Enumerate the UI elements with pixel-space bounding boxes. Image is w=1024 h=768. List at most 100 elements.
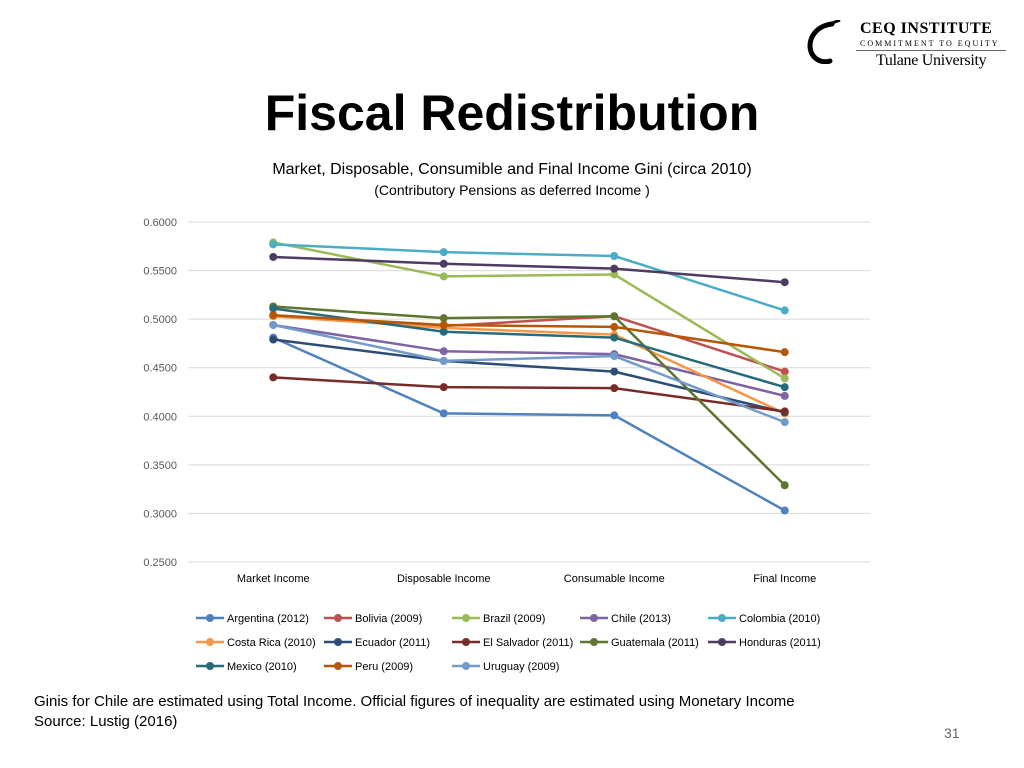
legend-item: Argentina (2012) (196, 613, 309, 625)
legend-item: El Salvador (2011) (452, 637, 573, 649)
series-line (273, 314, 786, 415)
legend-item: Guatemala (2011) (580, 637, 699, 649)
data-point (439, 327, 448, 336)
legend-swatch-marker (334, 614, 342, 622)
series-uruguay-2009 (269, 320, 789, 427)
legend-label: Colombia (2010) (739, 613, 820, 625)
ceq-tulane-logo: CEQ INSTITUTE COMMITMENT TO EQUITY Tulan… (804, 18, 1014, 74)
logo-commitment-to-equity: COMMITMENT TO EQUITY (860, 39, 1000, 48)
series-line (273, 314, 785, 354)
legend-label: El Salvador (2011) (483, 637, 573, 649)
chart-series (269, 238, 789, 515)
data-point (780, 306, 789, 315)
legend-swatch-marker (206, 614, 214, 622)
legend-swatch-marker (718, 614, 726, 622)
legend-swatch-marker (334, 638, 342, 646)
legend-swatch-marker (718, 638, 726, 646)
legend-label: Peru (2009) (355, 661, 413, 673)
slide-title: Fiscal Redistribution (264, 85, 760, 141)
data-point (610, 270, 619, 279)
data-point (780, 278, 789, 287)
series-peru-2009 (269, 311, 789, 357)
legend-swatch-marker (462, 662, 470, 670)
legend-label: Ecuador (2011) (355, 637, 430, 649)
data-point (610, 384, 619, 393)
footnote-chile-note: Ginis for Chile are estimated using Tota… (34, 693, 795, 710)
legend-label: Uruguay (2009) (483, 661, 559, 673)
data-point (269, 240, 278, 249)
data-point (610, 367, 619, 376)
legend-item: Ecuador (2011) (324, 637, 430, 649)
series-line (273, 305, 786, 487)
data-point (269, 311, 278, 320)
y-tick-label: 0.3000 (143, 508, 177, 520)
data-point (439, 383, 448, 392)
x-tick-label: Market Income (237, 573, 310, 585)
y-tick-label: 0.4500 (143, 363, 177, 375)
data-point (610, 411, 619, 420)
data-point (780, 348, 789, 357)
data-point (780, 407, 789, 416)
series-line (273, 338, 786, 414)
series-argentina-2012 (269, 333, 789, 515)
ceq-logo-mark-icon (807, 20, 841, 64)
data-point (610, 352, 619, 361)
series-honduras-2011 (269, 252, 789, 287)
data-point (269, 320, 278, 329)
legend-item: Bolivia (2009) (324, 613, 422, 625)
data-point (610, 312, 619, 321)
data-point (439, 409, 448, 418)
data-point (780, 481, 789, 490)
chart-legend: Argentina (2012) Bolivia (2009) Brazil (20… (196, 613, 821, 673)
legend-swatch-marker (206, 662, 214, 670)
legend-swatch-marker (590, 638, 598, 646)
legend-item: Brazil (2009) (452, 613, 545, 625)
legend-item: Chile (2013) (580, 613, 671, 625)
y-tick-label: 0.4000 (143, 411, 177, 423)
series-line (273, 243, 786, 312)
legend-label: Chile (2013) (611, 613, 671, 625)
legend-item: Mexico (2010) (196, 661, 297, 673)
legend-label: Mexico (2010) (227, 661, 297, 673)
data-point (780, 383, 789, 392)
page-number: 31 (944, 725, 960, 741)
data-point (610, 333, 619, 342)
legend-label: Honduras (2011) (739, 637, 821, 649)
legend-item: Costa Rica (2010) (196, 637, 316, 649)
legend-item: Uruguay (2009) (452, 661, 559, 673)
legend-swatch-marker (462, 614, 470, 622)
legend-label: Guatemala (2011) (611, 637, 699, 649)
legend-label: Bolivia (2009) (355, 613, 422, 625)
chart-title: Market, Disposable, Consumible and Final… (272, 161, 751, 178)
series-colombia-2010 (269, 240, 789, 315)
data-point (780, 391, 789, 400)
data-point (439, 347, 448, 356)
y-tick-label: 0.3500 (143, 460, 177, 472)
x-axis-ticks: Market Income Disposable Income Consumable… (237, 573, 816, 585)
data-point (439, 248, 448, 257)
data-point (780, 367, 789, 376)
data-point (269, 335, 278, 344)
x-tick-label: Final Income (753, 573, 816, 585)
data-point (610, 264, 619, 273)
series-line (272, 336, 786, 512)
series-line (273, 255, 785, 284)
data-point (780, 506, 789, 515)
data-point (439, 356, 448, 365)
y-axis-ticks: 0.6000 0.5500 0.5000 0.4500 0.4000 0.3500 0.30… (143, 217, 177, 569)
y-tick-label: 0.5500 (143, 266, 177, 278)
logo-divider (856, 50, 1006, 51)
legend-item: Honduras (2011) (708, 637, 821, 649)
logo-tulane-university: Tulane University (876, 52, 987, 69)
legend-swatch-marker (462, 638, 470, 646)
data-point (780, 418, 789, 427)
data-point (780, 374, 789, 383)
legend-label: Costa Rica (2010) (227, 637, 316, 649)
series-guatemala-2011 (269, 302, 789, 490)
legend-swatch-marker (206, 638, 214, 646)
data-point (439, 320, 448, 329)
data-point (439, 272, 448, 281)
series-line (272, 323, 786, 424)
x-tick-label: Disposable Income (397, 573, 491, 585)
